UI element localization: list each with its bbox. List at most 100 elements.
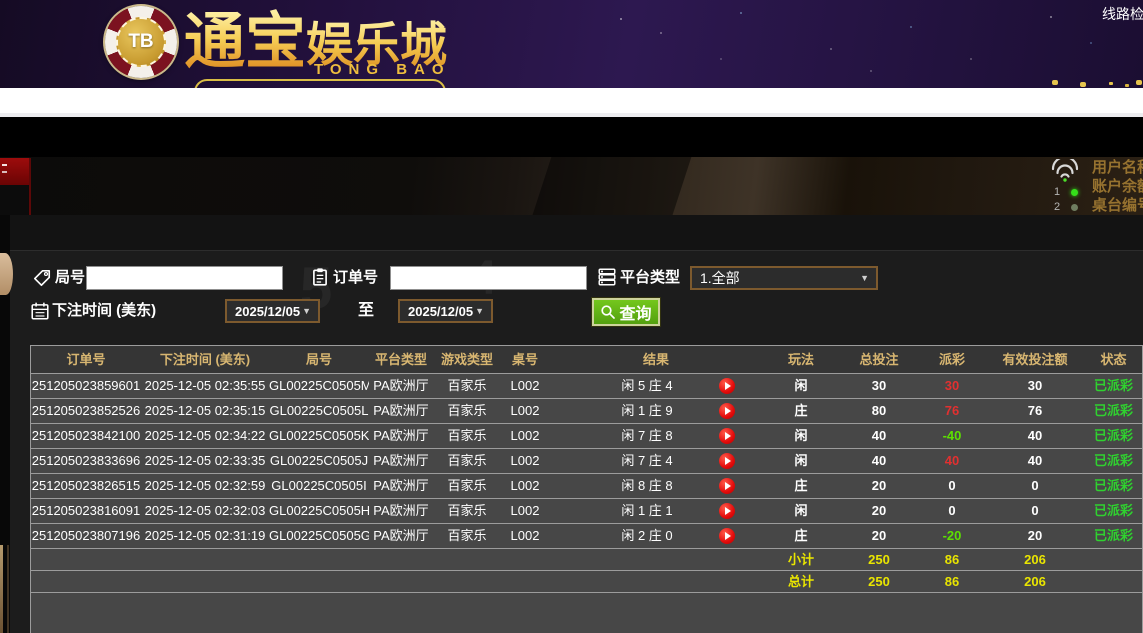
payout-cell: 0 [948, 478, 956, 493]
replay-icon[interactable] [719, 503, 735, 519]
round-id-cell: GL00225C0505I [271, 478, 367, 493]
valid-bet-cell: 40 [1027, 453, 1043, 468]
payout-cell: 76 [944, 403, 960, 418]
subtotal-label: 小计 [787, 552, 814, 567]
status-dot-green [1071, 189, 1078, 196]
col-header-platform: 平台类型 [374, 352, 427, 367]
search-button[interactable]: 查询 [592, 298, 660, 326]
bet-time-label: 下注时间 (美东) [52, 302, 157, 319]
tag-icon [33, 269, 51, 287]
col-header-total-bet: 总投注 [859, 352, 899, 367]
total-bet-cell: 20 [871, 528, 887, 543]
bet-time-cell: 2025-12-05 02:32:59 [144, 478, 266, 493]
replay-icon[interactable] [719, 478, 735, 494]
table-no-cell: L002 [510, 503, 540, 518]
bet-time-cell: 2025-12-05 02:35:55 [144, 378, 266, 393]
replay-icon[interactable] [719, 528, 735, 544]
table-no-cell: L002 [510, 528, 540, 543]
date-to-value: 2025/12/05 [408, 303, 474, 319]
status-dot-dim [1071, 204, 1078, 211]
table-row: 251205023842100 2025-12-05 02:34:22 GL00… [31, 424, 1142, 449]
content-top-strip [0, 215, 1143, 251]
result-cell: 闲 7 庄 8 [549, 424, 763, 448]
replay-icon[interactable] [719, 428, 735, 444]
round-id-input[interactable] [86, 266, 283, 290]
total-bet-cell: 20 [871, 503, 887, 518]
video-shadow-decor [525, 157, 695, 215]
platform-type-label: 平台类型 [620, 269, 681, 286]
replay-icon[interactable] [719, 378, 735, 394]
date-to-picker[interactable]: 2025/12/05 ▼ [398, 299, 493, 323]
status-cell: 已派彩 [1093, 478, 1133, 493]
line-check-link[interactable]: 线路检测 [1102, 6, 1143, 22]
replay-icon[interactable] [719, 403, 735, 419]
live-video-strip: 1 2 用户名称 账户余额 桌台编号 [0, 157, 1143, 215]
calendar-icon [31, 302, 49, 320]
bet-time-cell: 2025-12-05 02:31:19 [144, 528, 266, 543]
bets-table: 订单号 下注时间 (美东) 局号 平台类型 游戏类型 桌号 结果 玩法 总投注 … [30, 345, 1143, 633]
black-bar [0, 117, 1143, 157]
result-cell: 闲 7 庄 4 [549, 449, 763, 473]
clipboard-icon [313, 268, 327, 286]
user-info-labels: 用户名称 账户余额 桌台编号 [1092, 158, 1143, 215]
subtotal-payout: 86 [944, 552, 960, 567]
gutter-accent-line-dim [7, 545, 9, 633]
col-header-table-no: 桌号 [511, 352, 538, 367]
brand-title: 通宝 娱乐城 [184, 6, 447, 76]
platform-type-select[interactable]: 1.全部 ▼ [690, 266, 878, 290]
game-type-cell: 百家乐 [447, 528, 487, 543]
valid-bet-cell: 0 [1031, 478, 1039, 493]
round-id-cell: GL00225C0505J [269, 453, 369, 468]
order-id-label: 订单号 [333, 269, 379, 286]
grand-total-row: 总计 250 86 206 [31, 571, 1142, 593]
payout-cell: 30 [944, 378, 960, 393]
result-text: 闲 5 庄 4 [621, 378, 673, 393]
order-id-input[interactable] [390, 266, 587, 290]
brand-title-rest: 娱乐城 [306, 14, 447, 76]
order-id-cell: 251205023807196 [31, 528, 141, 543]
grand-total-valid-bet: 206 [1024, 574, 1046, 589]
chevron-down-icon: ▼ [475, 306, 484, 316]
col-header-bet-time: 下注时间 (美东) [159, 352, 251, 367]
platform-cell: PA欧洲厅 [373, 378, 429, 393]
status-cell: 已派彩 [1093, 503, 1133, 518]
result-cell: 闲 1 庄 1 [549, 499, 763, 523]
play-cell: 闲 [794, 453, 808, 468]
col-header-order-id: 订单号 [66, 352, 106, 367]
status-cell: 已派彩 [1093, 453, 1133, 468]
platform-cell: PA欧洲厅 [373, 503, 429, 518]
replay-icon[interactable] [719, 453, 735, 469]
table-no-cell: L002 [510, 478, 540, 493]
result-cell: 闲 8 庄 8 [549, 474, 763, 498]
grand-total-payout: 86 [944, 574, 960, 589]
subtotal-valid-bet: 206 [1024, 552, 1046, 567]
filter-bar: 局号 订单号 平台类型 1.全部 ▼ [30, 215, 1143, 345]
chip-monogram: TB [128, 31, 154, 52]
user-info-panel: 1 2 用户名称 账户余额 桌台编号 [1045, 157, 1143, 215]
table-row: 251205023833696 2025-12-05 02:33:35 GL00… [31, 449, 1142, 474]
brand-title-main: 通宝 [184, 7, 307, 75]
game-type-cell: 百家乐 [447, 453, 487, 468]
clipped-gold-text-decor [1052, 80, 1058, 85]
date-from-picker[interactable]: 2025/12/05 ▼ [225, 299, 320, 323]
table-no-cell: L002 [510, 453, 540, 468]
round-id-cell: GL00225C0505M [269, 378, 369, 393]
valid-bet-cell: 30 [1027, 378, 1043, 393]
play-cell: 闲 [794, 428, 808, 443]
total-bet-cell: 40 [871, 453, 887, 468]
grand-total-label: 总计 [787, 574, 814, 589]
result-cell: 闲 2 庄 0 [549, 524, 763, 548]
search-button-label: 查询 [619, 306, 652, 323]
valid-bet-cell: 0 [1031, 503, 1039, 518]
valid-bet-cell: 40 [1027, 428, 1043, 443]
valid-bet-cell: 20 [1027, 528, 1043, 543]
game-type-cell: 百家乐 [447, 503, 487, 518]
bet-time-cell: 2025-12-05 02:33:35 [144, 453, 266, 468]
col-header-game-type: 游戏类型 [440, 352, 493, 367]
play-cell: 庄 [794, 478, 808, 493]
table-no-cell: L002 [510, 378, 540, 393]
table-row: 251205023859601 2025-12-05 02:35:55 GL00… [31, 374, 1142, 399]
chevron-down-icon: ▼ [860, 273, 869, 283]
platform-cell: PA欧洲厅 [373, 403, 429, 418]
platform-cell: PA欧洲厅 [373, 528, 429, 543]
